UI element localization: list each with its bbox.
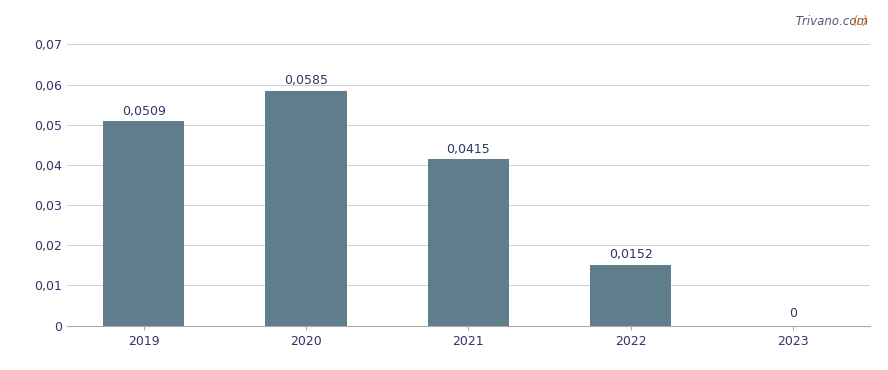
Bar [103,121,185,326]
Text: (c): (c) [852,15,868,28]
Bar [428,159,509,326]
Text: 0,0152: 0,0152 [609,248,653,261]
Text: 0,0509: 0,0509 [122,105,166,118]
Text: 0,0415: 0,0415 [447,143,490,156]
Text: 0,0585: 0,0585 [284,74,328,87]
Bar [591,265,671,326]
Text: 0: 0 [789,307,797,320]
Text: Trivano.com: Trivano.com [792,15,868,28]
Bar [266,91,346,326]
